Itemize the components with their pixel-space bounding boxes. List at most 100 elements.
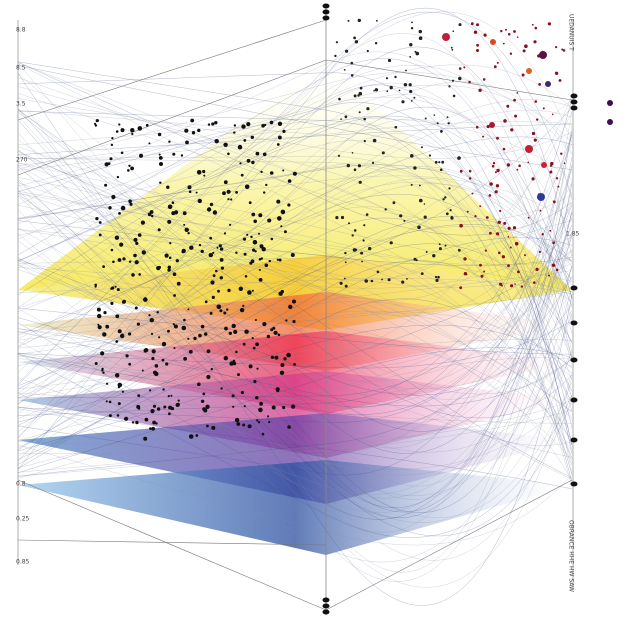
dot [507,236,510,238]
dot [167,265,171,269]
dot [282,169,285,172]
dot [262,152,267,157]
dot [483,33,487,37]
dot [258,258,262,261]
dot [448,85,451,88]
dot [276,258,279,261]
dot [269,120,274,125]
dot [112,260,115,264]
dot [496,136,499,140]
dot [197,128,201,133]
dot [353,94,357,98]
dot [271,405,276,410]
node [570,285,578,291]
dot [419,184,421,187]
dot [210,367,213,371]
dot [267,415,270,418]
dot [434,275,438,279]
dot [119,242,124,247]
dot [120,128,125,133]
dot [444,196,447,199]
dot [141,250,146,255]
dot [428,154,431,157]
dot [137,126,143,131]
dot [350,61,354,65]
dot [161,358,165,362]
dot [138,273,141,276]
dot [217,289,220,293]
dot [184,227,189,232]
dot [435,278,439,282]
dot [441,160,445,164]
dot [209,311,213,315]
dot [370,279,374,283]
dot [506,104,510,108]
dot [108,414,112,418]
dot [120,205,126,211]
dot [167,395,170,398]
dot [220,266,224,270]
dot [536,118,539,121]
dot [292,171,297,176]
dot [204,300,208,304]
dot [187,308,190,311]
dot [248,201,252,205]
dot [151,356,155,361]
dot [97,325,102,330]
dot [335,41,338,44]
dot [398,89,401,92]
dot [203,408,208,413]
dot [264,123,267,127]
dot [259,244,264,249]
node [570,357,578,363]
node [570,397,578,403]
dot [223,180,228,185]
dot [109,157,113,161]
guide-line [17,59,327,176]
dot [149,389,152,392]
dot [183,356,188,361]
dot [105,324,110,329]
dot [524,254,526,257]
dot [97,313,102,319]
dot [116,175,120,179]
node [322,9,330,15]
dot [394,125,398,129]
thread [17,179,573,582]
dot [278,258,282,262]
dot [358,111,361,114]
dot [268,421,271,424]
dot [207,123,211,126]
dot [128,164,131,167]
dot [117,329,122,334]
thread [17,84,573,455]
dot [539,209,542,212]
dot [122,257,126,261]
dot [501,255,505,259]
dot [233,124,237,127]
dot [163,405,167,409]
dot [516,36,519,38]
dot [448,187,451,190]
node [322,609,330,615]
dot [273,330,278,335]
dot [392,201,396,205]
dot [165,362,169,366]
dot [206,374,211,380]
dot [344,261,347,264]
dot [496,168,500,173]
thread [17,134,573,416]
dot [434,160,438,164]
dot [117,258,122,262]
dot [243,139,247,142]
dot [227,288,231,293]
thread [17,183,573,519]
dot [468,177,472,180]
dot [236,422,241,426]
dot [357,18,361,23]
layer-plane [18,371,572,458]
dot [259,401,263,406]
dot [255,396,259,400]
dot [483,270,486,273]
dot [200,324,205,329]
